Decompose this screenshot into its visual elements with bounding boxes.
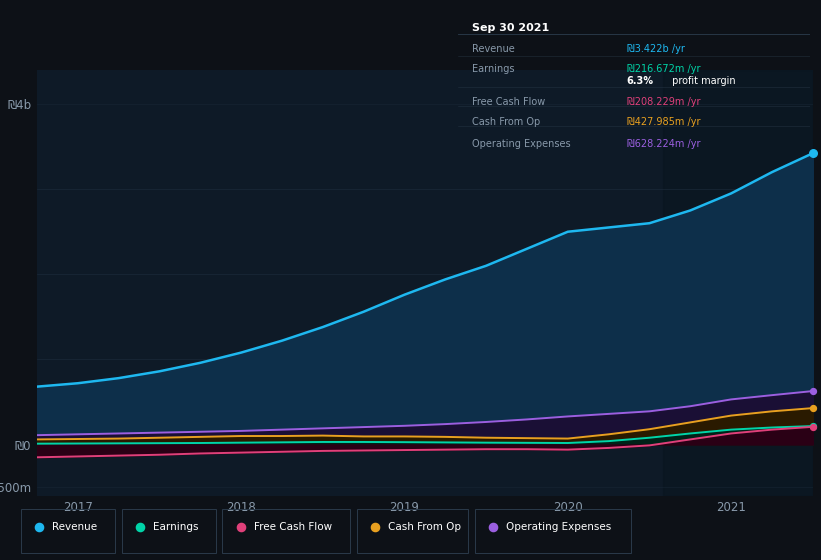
Text: ₪3.422b /yr: ₪3.422b /yr [626,44,685,54]
Text: Cash From Op: Cash From Op [388,522,461,533]
Text: profit margin: profit margin [669,76,736,86]
Point [806,149,819,158]
Text: Earnings: Earnings [153,522,198,533]
Text: ₪628.224m /yr: ₪628.224m /yr [626,138,700,148]
Point [486,523,499,532]
Text: Sep 30 2021: Sep 30 2021 [472,23,549,33]
Text: Free Cash Flow: Free Cash Flow [472,97,545,107]
Text: Earnings: Earnings [472,64,515,74]
Text: Revenue: Revenue [52,522,97,533]
Point [806,404,819,413]
Text: Cash From Op: Cash From Op [472,117,540,127]
Text: ₪427.985m /yr: ₪427.985m /yr [626,117,700,127]
Text: Operating Expenses: Operating Expenses [472,138,571,148]
Point [32,523,45,532]
Point [806,422,819,431]
Text: Free Cash Flow: Free Cash Flow [254,522,332,533]
Text: ₪216.672m /yr: ₪216.672m /yr [626,64,700,74]
Point [133,523,146,532]
Point [806,422,819,431]
Point [234,523,247,532]
Text: ₪208.229m /yr: ₪208.229m /yr [626,97,700,107]
Bar [663,70,813,496]
Text: Operating Expenses: Operating Expenses [506,522,611,533]
Text: Revenue: Revenue [472,44,515,54]
Point [369,523,382,532]
Text: 6.3%: 6.3% [626,76,654,86]
Point [806,386,819,395]
